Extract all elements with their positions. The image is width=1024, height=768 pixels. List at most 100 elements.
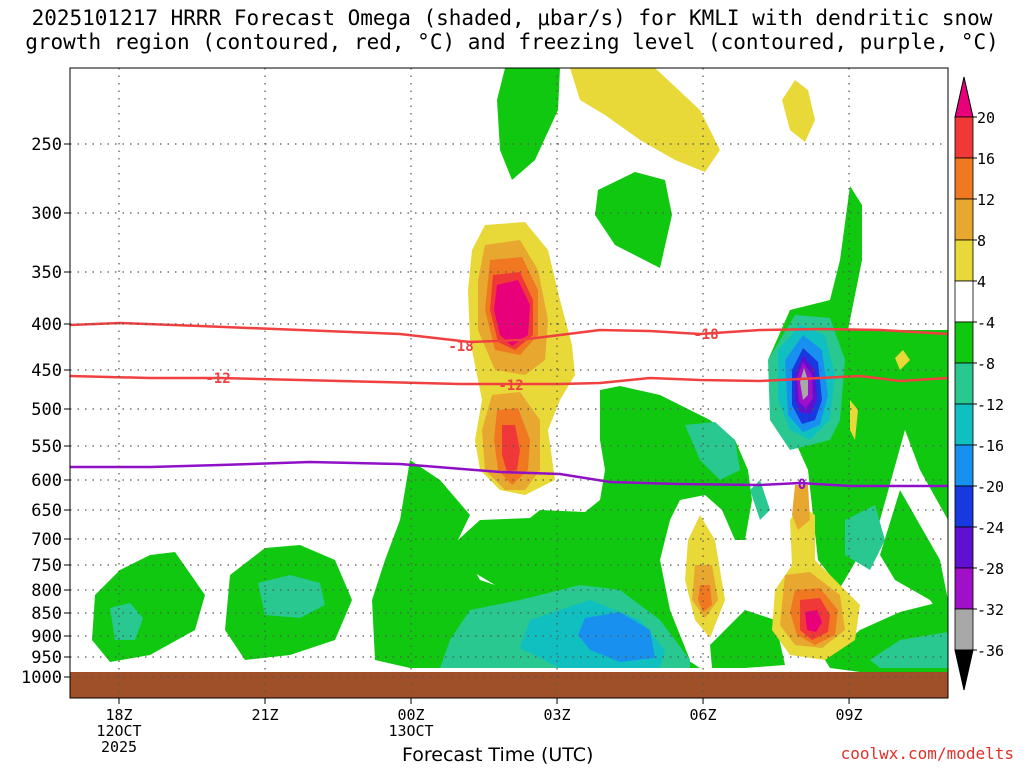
y-tick-label: 300 bbox=[31, 204, 62, 224]
x-axis-label: Forecast Time (UTC) bbox=[402, 744, 594, 766]
omega-region bbox=[880, 490, 948, 625]
colorbar-segment bbox=[954, 157, 974, 200]
colorbar: 20 16 12 8 4 -4 -8 -12 -16 -20 -24 -28 -32 -36 bbox=[954, 76, 1004, 691]
x-tick-label: 06Z bbox=[689, 706, 716, 724]
title-line-2: growth region (contoured, red, °C) and f… bbox=[25, 30, 999, 54]
x-tick-label: 09Z bbox=[836, 706, 863, 724]
credit-link[interactable]: coolwx.com/modelts bbox=[840, 744, 1014, 763]
colorbar-label: -24 bbox=[977, 519, 1004, 537]
y-tick-label: 350 bbox=[31, 263, 62, 283]
colorbar-bottom-arrow bbox=[954, 649, 974, 691]
omega-region bbox=[497, 68, 560, 180]
colorbar-label: -36 bbox=[977, 642, 1004, 660]
grid-lines bbox=[70, 68, 948, 698]
omega-region bbox=[845, 505, 885, 570]
colorbar-segment bbox=[954, 526, 974, 569]
omega-region bbox=[578, 612, 655, 662]
colorbar-label: 12 bbox=[977, 191, 995, 209]
omega-region bbox=[805, 610, 822, 632]
colorbar-top-arrow bbox=[954, 76, 974, 118]
chart-title: 2025101217 HRRR Forecast Omega (shaded, … bbox=[0, 6, 1024, 54]
y-tick-label: 950 bbox=[31, 648, 62, 668]
colorbar-label: -16 bbox=[977, 437, 1004, 455]
colorbar-segment bbox=[954, 116, 974, 159]
y-tick-label: 500 bbox=[31, 400, 62, 420]
omega-region bbox=[850, 400, 858, 440]
colorbar-segment bbox=[954, 485, 974, 528]
colorbar-label: -12 bbox=[977, 396, 1004, 414]
omega-region bbox=[870, 632, 948, 668]
x-tick-label: 21Z bbox=[251, 706, 278, 724]
y-tick-label: 650 bbox=[31, 501, 62, 521]
y-axis: 250 300 350 400 450 500 550 600 650 700 750 800 850 9… bbox=[21, 135, 70, 688]
colorbar-segment bbox=[954, 567, 974, 610]
isotherm-labels: -18 -18 -12 -12 0 bbox=[205, 327, 806, 493]
colorbar-label: -4 bbox=[977, 314, 995, 332]
omega-region bbox=[800, 368, 808, 400]
omega-region bbox=[792, 485, 810, 530]
omega-region bbox=[494, 280, 530, 346]
y-tick-label: 600 bbox=[31, 471, 62, 491]
colorbar-label: -32 bbox=[977, 601, 1004, 619]
omega-region bbox=[595, 172, 672, 268]
omega-shading bbox=[70, 68, 948, 698]
isotherm-line bbox=[70, 321, 948, 344]
omega-region bbox=[110, 603, 143, 640]
y-tick-label: 1000 bbox=[21, 668, 62, 688]
ground-surface bbox=[70, 672, 948, 698]
colorbar-label: 20 bbox=[977, 109, 995, 127]
isotherm-label: 0 bbox=[798, 477, 806, 493]
colorbar-segment bbox=[954, 362, 974, 405]
isotherm-line bbox=[70, 374, 948, 386]
isotherm-label: -18 bbox=[693, 327, 718, 343]
colorbar-segment bbox=[954, 403, 974, 446]
omega-region bbox=[710, 610, 785, 668]
y-tick-label: 700 bbox=[31, 530, 62, 550]
x-tick-date: 12OCT bbox=[96, 722, 141, 740]
omega-region bbox=[750, 480, 770, 520]
colorbar-label: -20 bbox=[977, 478, 1004, 496]
colorbar-label: 16 bbox=[977, 150, 995, 168]
title-line-1: 2025101217 HRRR Forecast Omega (shaded, … bbox=[31, 6, 993, 30]
omega-region bbox=[502, 425, 520, 472]
colorbar-segment bbox=[954, 198, 974, 241]
plot-frame bbox=[69, 67, 949, 699]
colorbar-label: -8 bbox=[977, 355, 995, 373]
isotherm-label: -12 bbox=[498, 378, 523, 394]
colorbar-segment bbox=[954, 239, 974, 282]
y-tick-label: 850 bbox=[31, 604, 62, 624]
colorbar-label: 8 bbox=[977, 232, 986, 250]
x-tick-date: 13OCT bbox=[388, 722, 433, 740]
omega-region bbox=[698, 585, 712, 612]
omega-region bbox=[92, 552, 205, 662]
colorbar-segment bbox=[954, 321, 974, 364]
y-tick-label: 450 bbox=[31, 361, 62, 381]
y-tick-label: 800 bbox=[31, 581, 62, 601]
isotherm-label: -18 bbox=[448, 339, 473, 355]
y-tick-label: 750 bbox=[31, 556, 62, 576]
omega-region bbox=[372, 460, 700, 668]
colorbar-segment bbox=[954, 608, 974, 651]
omega-region bbox=[895, 350, 910, 370]
omega-region bbox=[570, 68, 720, 172]
x-tick-label: 00Z bbox=[397, 706, 424, 724]
omega-magenta-regions bbox=[494, 280, 822, 632]
y-tick-label: 400 bbox=[31, 315, 62, 335]
omega-region bbox=[782, 80, 815, 142]
x-tick-label: 18Z bbox=[105, 706, 132, 724]
colorbar-segment bbox=[954, 444, 974, 487]
omega-region bbox=[258, 575, 325, 618]
colorbar-segment bbox=[954, 280, 974, 323]
x-tick-year: 2025 bbox=[101, 738, 137, 756]
isotherm-line bbox=[70, 460, 948, 488]
x-tick-label: 03Z bbox=[543, 706, 570, 724]
colorbar-label: -28 bbox=[977, 560, 1004, 578]
y-tick-label: 900 bbox=[31, 627, 62, 647]
omega-region bbox=[768, 186, 948, 588]
colorbar-label: 4 bbox=[977, 273, 986, 291]
isotherm-lines bbox=[70, 321, 948, 488]
isotherm-label: -12 bbox=[205, 371, 230, 387]
y-tick-label: 250 bbox=[31, 135, 62, 155]
